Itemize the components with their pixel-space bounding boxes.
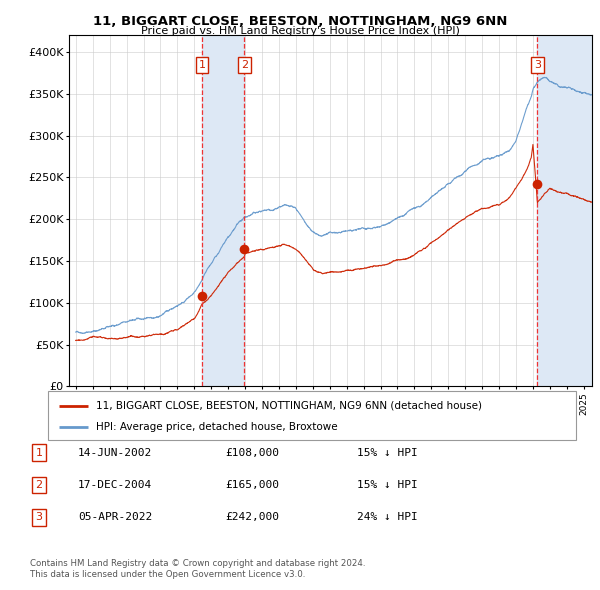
- Text: £242,000: £242,000: [225, 513, 279, 522]
- Text: 3: 3: [534, 60, 541, 70]
- Text: 11, BIGGART CLOSE, BEESTON, NOTTINGHAM, NG9 6NN (detached house): 11, BIGGART CLOSE, BEESTON, NOTTINGHAM, …: [95, 401, 482, 411]
- Text: 3: 3: [35, 513, 43, 522]
- Text: Price paid vs. HM Land Registry's House Price Index (HPI): Price paid vs. HM Land Registry's House …: [140, 26, 460, 36]
- Text: 15% ↓ HPI: 15% ↓ HPI: [357, 448, 418, 457]
- Text: Contains HM Land Registry data © Crown copyright and database right 2024.: Contains HM Land Registry data © Crown c…: [30, 559, 365, 568]
- Text: 1: 1: [35, 448, 43, 457]
- Text: 24% ↓ HPI: 24% ↓ HPI: [357, 513, 418, 522]
- Text: £165,000: £165,000: [225, 480, 279, 490]
- Text: 2: 2: [241, 60, 248, 70]
- Text: 11, BIGGART CLOSE, BEESTON, NOTTINGHAM, NG9 6NN: 11, BIGGART CLOSE, BEESTON, NOTTINGHAM, …: [93, 15, 507, 28]
- Text: 15% ↓ HPI: 15% ↓ HPI: [357, 480, 418, 490]
- Text: 17-DEC-2004: 17-DEC-2004: [78, 480, 152, 490]
- Bar: [538, 35, 592, 386]
- Text: 2: 2: [35, 480, 43, 490]
- FancyBboxPatch shape: [48, 391, 576, 440]
- Text: £108,000: £108,000: [225, 448, 279, 457]
- Text: This data is licensed under the Open Government Licence v3.0.: This data is licensed under the Open Gov…: [30, 571, 305, 579]
- Text: 05-APR-2022: 05-APR-2022: [78, 513, 152, 522]
- Text: HPI: Average price, detached house, Broxtowe: HPI: Average price, detached house, Brox…: [95, 422, 337, 432]
- Text: 14-JUN-2002: 14-JUN-2002: [78, 448, 152, 457]
- Bar: [202, 35, 244, 386]
- Text: 1: 1: [199, 60, 205, 70]
